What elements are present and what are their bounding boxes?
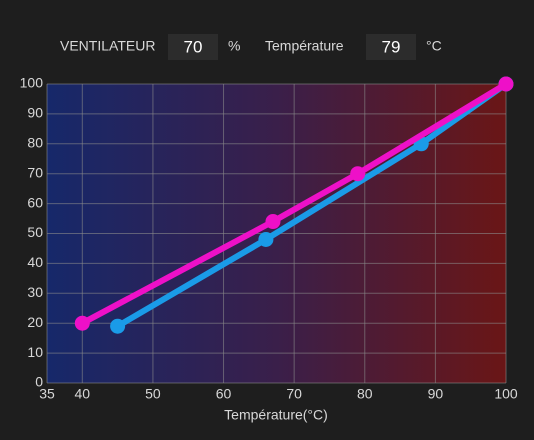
y-tick-label: 50 (27, 224, 43, 240)
temp-label: Température (265, 38, 344, 54)
x-tick-label: 100 (494, 386, 518, 402)
curve-line (80, 81, 508, 326)
fan-input[interactable] (168, 34, 218, 60)
x-tick-label: 50 (145, 386, 161, 402)
y-tick-label: 60 (27, 194, 43, 210)
curve-point (74, 315, 90, 331)
y-tick-label: 40 (27, 254, 43, 270)
x-tick-label: 70 (286, 386, 302, 402)
curve-point (498, 76, 514, 92)
x-tick-label: 35 (39, 386, 55, 402)
fan-label: VENTILATEUR (60, 38, 155, 54)
temp-input[interactable] (366, 34, 416, 60)
curve-point (110, 318, 126, 334)
x-tick-label: 90 (428, 386, 444, 402)
y-tick-label: 80 (27, 135, 43, 151)
x-tick-label: 80 (357, 386, 373, 402)
y-tick-label: 30 (27, 284, 43, 300)
y-tick-label: 10 (27, 344, 43, 360)
y-tick-label: 20 (27, 314, 43, 330)
curve-point (265, 214, 281, 230)
curve-line (116, 81, 508, 329)
x-tick-label: 60 (216, 386, 232, 402)
curve-point (350, 166, 366, 182)
x-tick-label: 40 (75, 386, 91, 402)
y-tick-label: 0 (35, 374, 43, 390)
y-tick-label: 100 (20, 75, 44, 91)
fan-unit: % (228, 38, 240, 54)
temp-value[interactable]: 79 (382, 37, 401, 56)
temp-unit: °C (426, 38, 442, 54)
x-axis-label: Température(°C) (224, 407, 328, 423)
curve-point (258, 231, 274, 247)
y-tick-label: 70 (27, 164, 43, 180)
y-tick-label: 90 (27, 105, 43, 121)
fan-value[interactable]: 70 (184, 37, 203, 56)
